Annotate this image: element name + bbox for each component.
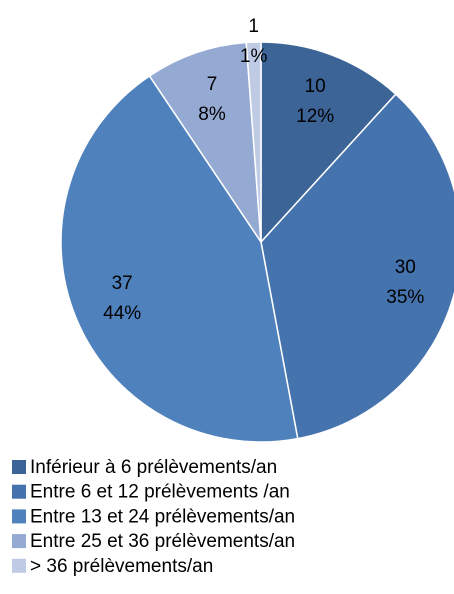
legend-swatch bbox=[12, 484, 26, 499]
legend-label: Entre 13 et 24 prélèvements/an bbox=[30, 506, 295, 527]
pie-slice bbox=[148, 41, 262, 245]
value-label: 37 bbox=[112, 273, 133, 294]
legend-swatch bbox=[12, 509, 26, 524]
percent-label: 1% bbox=[240, 46, 268, 67]
pie-slice bbox=[245, 41, 262, 243]
legend-label: Entre 25 et 36 prélèvements/an bbox=[30, 531, 295, 552]
legend-label: Inférieur à 6 prélèvements/an bbox=[30, 457, 277, 478]
value-label: 1 bbox=[248, 16, 259, 37]
value-label: 7 bbox=[207, 74, 218, 95]
value-label: 10 bbox=[305, 76, 326, 97]
legend-swatch bbox=[12, 558, 26, 573]
legend-swatch bbox=[12, 460, 26, 474]
legend-swatch bbox=[12, 534, 26, 549]
legend-label: > 36 prélèvements/an bbox=[30, 556, 213, 577]
percent-label: 8% bbox=[198, 104, 226, 125]
pie-slice bbox=[260, 93, 454, 440]
percent-label: 35% bbox=[386, 287, 424, 308]
legend-label: Entre 6 et 12 prélèvements /an bbox=[30, 482, 290, 503]
percent-label: 44% bbox=[103, 303, 141, 324]
percent-label: 12% bbox=[296, 106, 334, 127]
value-label: 30 bbox=[395, 257, 416, 278]
pie-slice bbox=[60, 74, 299, 443]
pie-slice bbox=[260, 41, 397, 244]
